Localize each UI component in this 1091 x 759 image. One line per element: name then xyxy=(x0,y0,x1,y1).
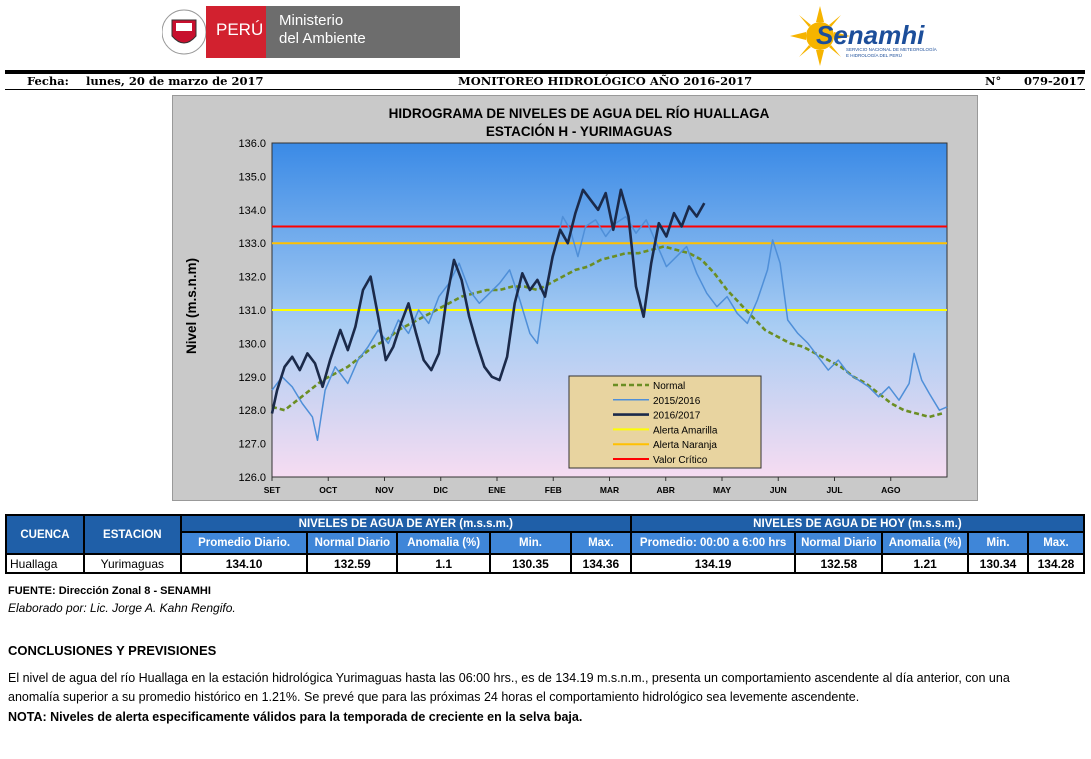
ministry-line2: del Ambiente xyxy=(279,30,366,47)
ayer-col-normal: Normal Diario xyxy=(306,531,399,555)
header-hoy: NIVELES DE AGUA DE HOY (m.s.s.m.) xyxy=(629,514,1086,533)
x-tick-label: AGO xyxy=(881,485,901,495)
cell-hoy-promedio: 134.19 xyxy=(629,553,797,574)
cell-ayer-min: 130.35 xyxy=(489,553,572,574)
series-line xyxy=(271,245,943,419)
x-tick-label: ABR xyxy=(657,485,675,495)
header-rule xyxy=(5,70,1085,74)
legend-label: 2015/2016 xyxy=(653,396,701,407)
chart-title: HIDROGRAMA DE NIVELES DE AGUA DEL RÍO HU… xyxy=(389,106,770,121)
cell-estacion: Yurimaguas xyxy=(82,553,182,574)
cell-ayer-max: 134.36 xyxy=(569,553,632,574)
senamhi-sub2: E HIDROLOGÍA DEL PERÚ xyxy=(846,53,902,58)
chart-subtitle: ESTACIÓN H - YURIMAGUAS xyxy=(486,124,672,139)
elaborado-text: Elaborado por: Lic. Jorge A. Kahn Rengif… xyxy=(8,601,236,615)
conclusiones-title: CONCLUSIONES Y PREVISIONES xyxy=(8,643,217,658)
senamhi-name: Senamhi xyxy=(816,20,925,50)
senamhi-sub1: SERVICIO NACIONAL DE METEOROLOGÍA xyxy=(846,47,937,52)
monitoreo-title: MONITOREO HIDROLÓGICO AÑO 2016-2017 xyxy=(458,74,753,88)
y-tick-label: 136.0 xyxy=(238,138,266,150)
legend-label: Alerta Naranja xyxy=(653,440,717,451)
table-row: Huallaga Yurimaguas 134.10 132.59 1.1 13… xyxy=(5,553,1086,574)
peru-ministry-logo: PERÚ Ministerio del Ambiente xyxy=(161,6,460,58)
ayer-col-min: Min. xyxy=(489,531,572,555)
y-tick-label: 130.0 xyxy=(238,338,266,350)
x-tick-label: ENE xyxy=(488,485,506,495)
hydrograph-svg: 126.0 127.0 128.0 129.0 130.0 131.0 132.0 133.0… xyxy=(184,106,948,495)
cell-cuenca: Huallaga xyxy=(5,553,85,574)
header-ayer: NIVELES DE AGUA DE AYER (m.s.s.m.) xyxy=(179,514,632,533)
hydrograph-chart: 126.0 127.0 128.0 129.0 130.0 131.0 132.0 133.0… xyxy=(172,95,978,501)
legend-label: Normal xyxy=(653,381,685,392)
fecha-label: Fecha: xyxy=(27,74,69,88)
cell-hoy-anomalia: 1.21 xyxy=(881,553,970,574)
x-tick-label: JUN xyxy=(770,485,787,495)
header-rule-bottom xyxy=(5,89,1085,90)
x-tick-label: FEB xyxy=(545,485,562,495)
legend-label: 2016/2017 xyxy=(653,411,701,422)
chart-legend: Normal 2015/2016 2016/2017 Alerta Amarilla A… xyxy=(568,375,762,469)
senamhi-logo: Senamhi SERVICIO NACIONAL DE METEOROLOGÍ… xyxy=(790,6,970,66)
ayer-col-anomalia: Anomalia (%) xyxy=(396,531,492,555)
y-tick-label: 133.0 xyxy=(238,238,266,250)
header-cuenca: CUENCA xyxy=(5,514,85,555)
y-tick-label: 127.0 xyxy=(238,439,266,451)
y-axis-label: Nivel (m.s.n.m) xyxy=(184,258,199,354)
conclusion-line1: El nivel de agua del río Huallaga en la … xyxy=(8,671,1010,685)
series-line xyxy=(271,215,948,442)
x-tick-label: OCT xyxy=(319,485,338,495)
cell-ayer-normal: 132.59 xyxy=(306,553,399,574)
hoy-col-max: Max. xyxy=(1026,531,1086,555)
y-tick-label: 128.0 xyxy=(238,405,266,417)
ministry-line1: Ministerio xyxy=(279,12,344,29)
x-tick-label: NOV xyxy=(375,485,394,495)
cell-ayer-anomalia: 1.1 xyxy=(396,553,492,574)
legend-label: Alerta Amarilla xyxy=(653,425,718,436)
cell-ayer-promedio: 134.10 xyxy=(179,553,309,574)
report-number-value: 079-2017 xyxy=(1024,74,1085,88)
series-line xyxy=(270,188,706,414)
legend-label: Valor Crítico xyxy=(653,455,708,466)
cell-hoy-max: 134.28 xyxy=(1026,553,1086,574)
conclusion-line2: anomalía superior a su promedio históric… xyxy=(8,690,860,704)
peru-coat-of-arms-icon xyxy=(161,6,460,58)
peru-label: PERÚ xyxy=(216,20,264,39)
ayer-col-promedio: Promedio Diario. xyxy=(179,531,309,555)
ayer-col-max: Max. xyxy=(569,531,632,555)
x-tick-label: DIC xyxy=(433,485,448,495)
x-tick-label: MAY xyxy=(713,485,731,495)
hoy-col-promedio: Promedio: 00:00 a 6:00 hrs xyxy=(629,531,797,555)
x-tick-label: SET xyxy=(264,485,281,495)
y-tick-label: 132.0 xyxy=(238,272,266,284)
header-estacion: ESTACION xyxy=(82,514,182,555)
cell-hoy-normal: 132.58 xyxy=(794,553,884,574)
y-tick-label: 126.0 xyxy=(238,472,266,484)
x-tick-label: JUL xyxy=(826,485,842,495)
report-number-label: N° xyxy=(985,74,1002,88)
cell-hoy-min: 130.34 xyxy=(967,553,1029,574)
sun-icon xyxy=(790,6,850,66)
nota-text: NOTA: Niveles de alerta especificamente … xyxy=(8,710,583,724)
y-tick-label: 135.0 xyxy=(238,171,266,183)
hoy-col-normal: Normal Diario xyxy=(794,531,884,555)
fuente-text: FUENTE: Dirección Zonal 8 - SENAMHI xyxy=(8,585,211,597)
y-tick-label: 129.0 xyxy=(238,372,266,384)
hoy-col-anomalia: Anomalia (%) xyxy=(881,531,970,555)
hoy-col-min: Min. xyxy=(967,531,1029,555)
x-tick-label: MAR xyxy=(600,485,619,495)
y-tick-label: 131.0 xyxy=(238,305,266,317)
y-tick-label: 134.0 xyxy=(238,205,266,217)
legend-box xyxy=(568,375,762,469)
water-levels-table: CUENCA ESTACION NIVELES DE AGUA DE AYER … xyxy=(5,514,1086,574)
fecha-value: lunes, 20 de marzo de 2017 xyxy=(86,74,264,88)
